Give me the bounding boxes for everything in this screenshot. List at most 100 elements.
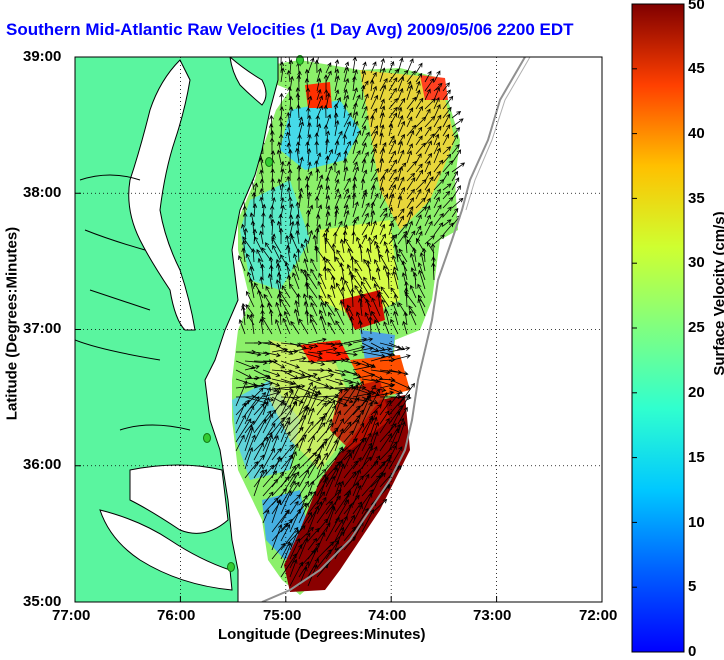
velocity-arrow: [238, 255, 246, 272]
velocity-arrow: [370, 210, 376, 227]
velocity-arrow: [339, 299, 345, 317]
velocity-arrow: [388, 428, 400, 452]
velocity-arrow: [262, 464, 275, 479]
velocity-arrow: [331, 243, 337, 263]
velocity-arrow: [343, 94, 350, 110]
velocity-arrow: [340, 276, 345, 290]
velocity-arrow: [390, 318, 399, 335]
velocity-arrow: [290, 320, 300, 335]
velocity-arrow: [406, 80, 412, 92]
velocity-arrow: [315, 214, 321, 227]
velocity-arrow: [397, 208, 405, 218]
velocity-arrow: [276, 293, 282, 308]
velocity-arrow: [451, 162, 466, 173]
velocity-arrow: [379, 377, 396, 383]
velocity-arrow: [334, 178, 340, 191]
velocity-arrow: [379, 168, 389, 182]
velocity-arrow: [262, 413, 274, 434]
velocity-arrow: [265, 285, 273, 299]
velocity-arrow: [352, 102, 358, 119]
velocity-arrow: [406, 84, 413, 101]
velocity-arrow: [406, 124, 417, 137]
velocity-arrow: [325, 138, 330, 155]
velocity-arrow: [424, 220, 433, 236]
velocity-arrow: [261, 211, 266, 227]
velocity-arrow: [334, 193, 342, 209]
velocity-arrow: [253, 469, 265, 497]
velocity-arrow: [433, 125, 442, 137]
velocity-arrow: [451, 149, 462, 164]
velocity-arrow: [415, 80, 421, 92]
velocity-arrow: [433, 222, 444, 236]
velocity-arrow: [307, 57, 315, 74]
velocity-arrow: [307, 505, 319, 533]
velocity-arrow: [253, 418, 267, 443]
velocity-arrow: [343, 526, 357, 542]
velocity-arrow: [252, 203, 258, 218]
velocity-arrow: [412, 271, 418, 290]
velocity-arrow: [379, 253, 390, 272]
velocity-arrow: [388, 423, 401, 443]
velocity-arrow: [415, 97, 424, 110]
velocity-arrow: [369, 79, 375, 92]
velocity-arrow: [275, 318, 282, 335]
velocity-arrow: [279, 92, 284, 110]
velocity-arrow: [379, 212, 388, 227]
velocity-arrow: [335, 256, 345, 272]
velocity-arrow: [334, 492, 350, 515]
velocity-arrow: [397, 97, 406, 110]
velocity-arrow: [241, 302, 246, 317]
velocity-arrow: [397, 106, 403, 119]
velocity-arrow: [352, 110, 359, 128]
velocity-arrow: [343, 438, 358, 452]
velocity-arrow: [280, 342, 302, 348]
velocity-arrow: [375, 244, 381, 263]
velocity-arrow: [325, 70, 332, 83]
velocity-arrow: [325, 155, 330, 173]
velocity-arrow: [289, 451, 297, 470]
velocity-arrow: [361, 105, 368, 119]
velocity-arrow: [249, 313, 255, 335]
velocity-arrow: [253, 381, 274, 389]
velocity-arrow: [245, 253, 255, 272]
velocity-arrow: [334, 152, 341, 164]
velocity-arrow: [296, 104, 301, 119]
x-tick-label: 75:00: [263, 607, 302, 624]
velocity-arrow: [332, 231, 338, 245]
velocity-arrow: [358, 319, 363, 335]
velocity-arrow: [323, 89, 329, 101]
velocity-arrow: [296, 74, 302, 92]
velocity-arrow: [262, 491, 274, 506]
velocity-arrow: [281, 285, 291, 299]
velocity-arrow: [406, 116, 413, 128]
velocity-arrow: [388, 176, 398, 191]
velocity-arrow: [280, 254, 291, 272]
velocity-arrow: [379, 351, 396, 357]
velocity-arrow: [334, 526, 345, 551]
velocity-arrow: [361, 489, 374, 506]
velocity-arrow: [298, 469, 309, 488]
velocity-arrow: [397, 421, 406, 443]
velocity-arrow: [316, 461, 324, 479]
velocity-arrow: [334, 384, 354, 407]
velocity-arrow: [433, 82, 443, 92]
velocity-arrow: [365, 298, 372, 317]
velocity-arrow: [294, 299, 300, 317]
velocity-arrow: [392, 270, 399, 290]
velocity-arrow: [451, 177, 460, 191]
velocity-arrow: [289, 463, 300, 479]
velocity-arrow: [433, 196, 440, 209]
velocity-arrow: [419, 251, 426, 272]
velocity-arrow: [364, 311, 372, 326]
velocity-arrow: [262, 386, 271, 407]
velocity-arrow: [298, 421, 314, 443]
velocity-arrow: [406, 129, 415, 146]
velocity-arrow: [325, 113, 332, 128]
velocity-arrow: [431, 262, 436, 281]
velocity-arrow: [363, 276, 372, 290]
velocity-arrow: [249, 212, 255, 227]
velocity-arrow: [342, 134, 347, 146]
velocity-arrow: [316, 346, 338, 353]
velocity-arrow: [268, 309, 274, 326]
velocity-arrow: [244, 434, 256, 461]
